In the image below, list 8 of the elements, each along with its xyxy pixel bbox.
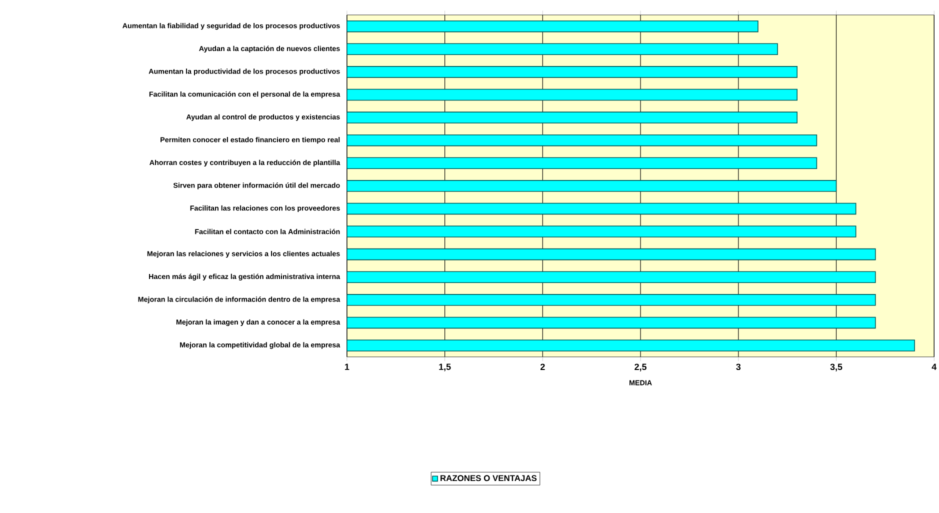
x-tick-label: 4 bbox=[932, 364, 937, 370]
x-tick-label: 1 bbox=[345, 364, 350, 370]
x-tick-label: 2,5 bbox=[634, 364, 646, 372]
x-tick-label: 3 bbox=[736, 364, 741, 370]
x-tick-label: 1,5 bbox=[439, 364, 451, 372]
x-tick-label: 3,5 bbox=[830, 364, 842, 372]
x-tick-label: 2 bbox=[540, 364, 545, 370]
legend-label: RAZONES O VENTAJAS bbox=[440, 474, 537, 481]
